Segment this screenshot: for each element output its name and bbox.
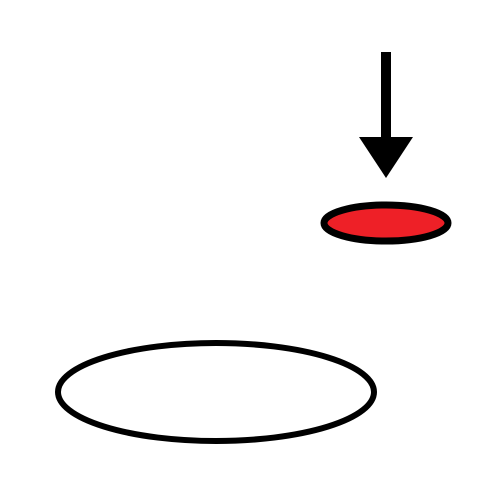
small-red-oval — [320, 201, 452, 245]
arrow-head — [359, 137, 413, 178]
large-empty-oval — [55, 340, 377, 444]
down-arrow-icon — [359, 52, 413, 178]
